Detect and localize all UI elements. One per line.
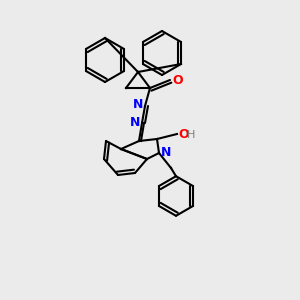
- Text: O: O: [178, 128, 189, 140]
- Text: H: H: [187, 130, 195, 140]
- Text: N: N: [161, 146, 171, 160]
- Text: N: N: [133, 98, 143, 112]
- Text: O: O: [172, 74, 183, 86]
- Text: N: N: [130, 116, 140, 130]
